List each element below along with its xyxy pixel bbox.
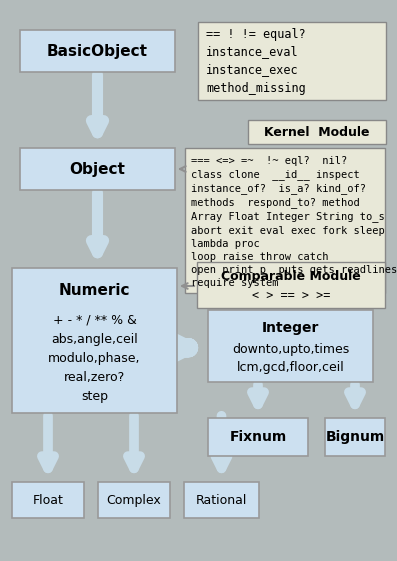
Text: Kernel  Module: Kernel Module (264, 126, 370, 139)
FancyBboxPatch shape (20, 30, 175, 72)
FancyBboxPatch shape (185, 148, 385, 293)
FancyBboxPatch shape (12, 268, 177, 413)
FancyBboxPatch shape (208, 310, 373, 382)
FancyBboxPatch shape (20, 148, 175, 190)
FancyBboxPatch shape (198, 22, 386, 100)
Text: Object: Object (69, 162, 125, 177)
FancyBboxPatch shape (325, 418, 385, 456)
FancyBboxPatch shape (197, 262, 385, 308)
Text: === <=> =~  !~ eql?  nil?
class clone  __id__ inspect
instance_of?  is_a? kind_o: === <=> =~ !~ eql? nil? class clone __id… (191, 156, 397, 288)
Text: downto,upto,times
lcm,gcd,floor,ceil: downto,upto,times lcm,gcd,floor,ceil (232, 343, 349, 374)
Text: + - * / ** % &
abs,angle,ceil
modulo,phase,
real,zero?
step: + - * / ** % & abs,angle,ceil modulo,pha… (48, 314, 141, 402)
Text: < > == > >=: < > == > >= (252, 288, 330, 301)
FancyBboxPatch shape (12, 482, 84, 518)
FancyBboxPatch shape (248, 120, 386, 144)
Text: Float: Float (33, 494, 64, 507)
FancyBboxPatch shape (208, 418, 308, 456)
FancyBboxPatch shape (98, 482, 170, 518)
Text: Fixnum: Fixnum (229, 430, 287, 444)
Text: Rational: Rational (196, 494, 247, 507)
Text: == ! != equal?
instance_eval
instance_exec
method_missing: == ! != equal? instance_eval instance_ex… (206, 27, 306, 94)
FancyBboxPatch shape (184, 482, 259, 518)
Text: Bignum: Bignum (326, 430, 385, 444)
Text: BasicObject: BasicObject (47, 44, 148, 58)
Text: Complex: Complex (107, 494, 161, 507)
Text: Integer: Integer (262, 321, 319, 335)
Text: Numeric: Numeric (59, 283, 130, 297)
Text: Comparable Module: Comparable Module (221, 269, 361, 283)
